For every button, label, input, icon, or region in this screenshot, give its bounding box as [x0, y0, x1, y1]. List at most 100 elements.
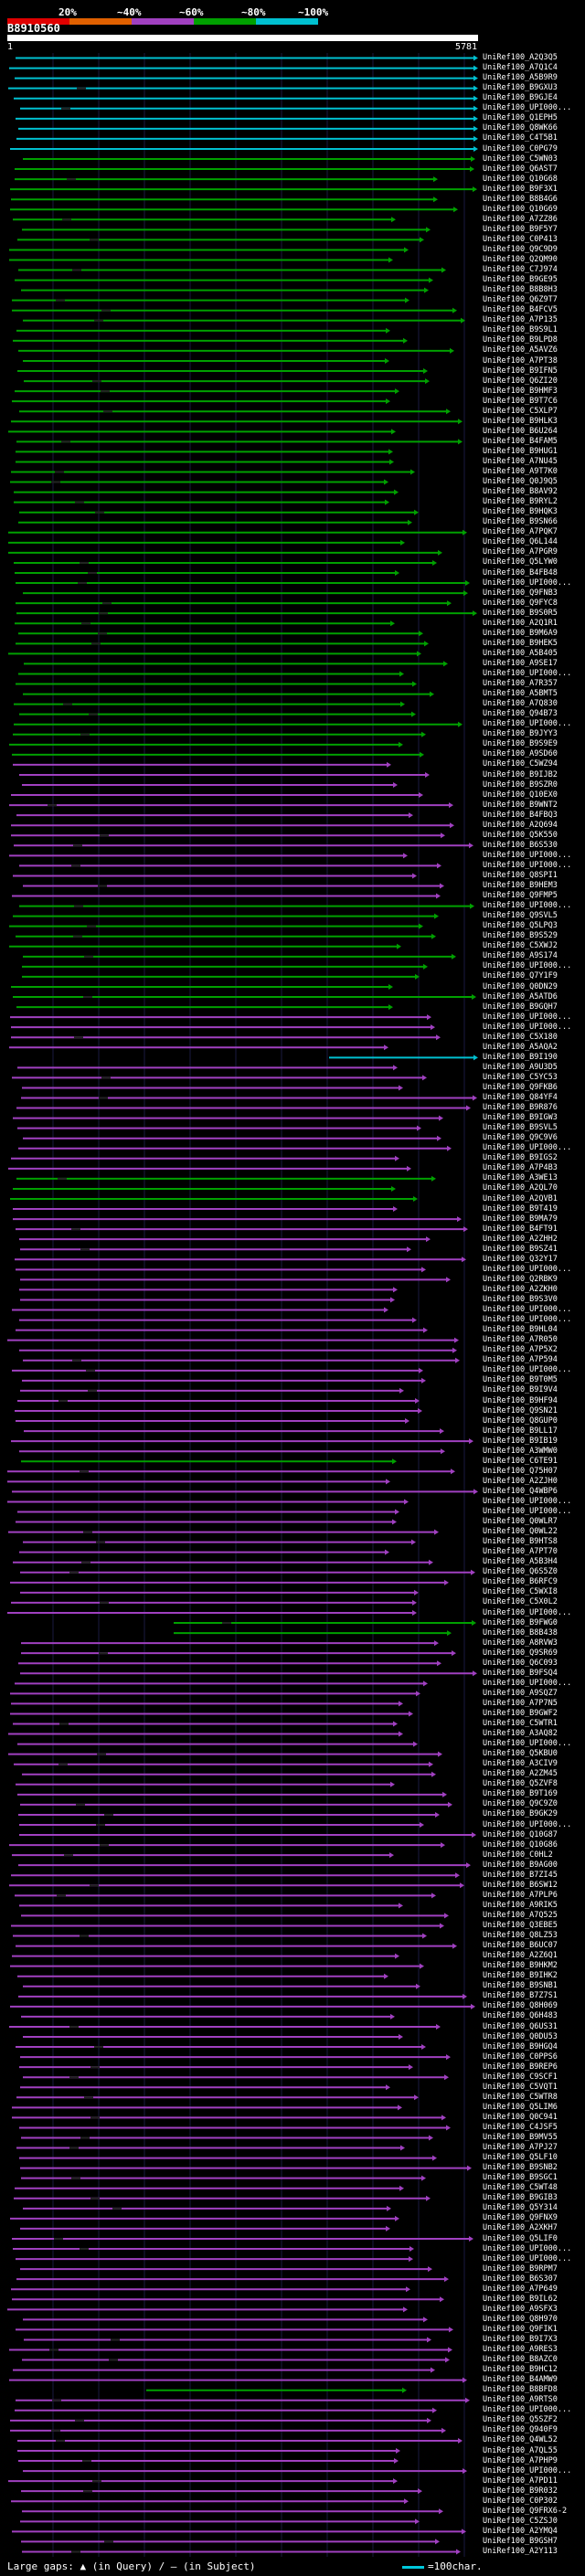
hit-label[interactable]: UniRef100_A7PT38 — [483, 355, 558, 366]
hit-label[interactable]: UniRef100_B9IHK2 — [483, 1971, 558, 1981]
hit-label[interactable]: UniRef100_C5ZSJ0 — [483, 2516, 558, 2526]
hit-label[interactable]: UniRef100_B4FCV5 — [483, 305, 558, 315]
hit-label[interactable]: UniRef100_B9MA79 — [483, 1214, 558, 1224]
hit-label[interactable]: UniRef100_B8B438 — [483, 1627, 558, 1638]
hit-label[interactable]: UniRef100_A3WMW0 — [483, 1446, 558, 1456]
hit-label[interactable]: UniRef100_Q6L144 — [483, 537, 558, 547]
hit-label[interactable]: UniRef100_C7J974 — [483, 265, 558, 274]
hit-label[interactable]: UniRef100_Q6ZI20 — [483, 376, 558, 386]
hit-label[interactable]: UniRef100_Q9SN21 — [483, 1405, 558, 1415]
hit-label[interactable]: UniRef100_A7PJ27 — [483, 2143, 558, 2152]
hit-label[interactable]: UniRef100_Q6US31 — [483, 2021, 558, 2031]
hit-label[interactable]: UniRef100_Q4WBP6 — [483, 1486, 558, 1496]
hit-label[interactable]: UniRef100_A2XKH7 — [483, 2223, 558, 2233]
hit-label[interactable]: UniRef100_A7Q525 — [483, 1910, 558, 1920]
hit-label[interactable]: UniRef100_Q5K550 — [483, 830, 558, 840]
hit-label[interactable]: UniRef100_C5WT48 — [483, 2183, 558, 2193]
hit-label[interactable]: UniRef100_A9S174 — [483, 951, 558, 961]
hit-label[interactable]: UniRef100_Q3EBE5 — [483, 1921, 558, 1930]
hit-label[interactable]: UniRef100_C5XLP7 — [483, 406, 558, 416]
hit-label[interactable]: UniRef100_Q8WK66 — [483, 123, 558, 133]
hit-label[interactable]: UniRef100_Q0WLR7 — [483, 1517, 558, 1526]
hit-label[interactable]: UniRef100_A7PD11 — [483, 2475, 558, 2486]
hit-label[interactable]: UniRef100_Q5SZF2 — [483, 2415, 558, 2425]
hit-label[interactable]: UniRef100_UPI000... — [483, 2243, 572, 2253]
hit-label[interactable]: UniRef100_B9I9V4 — [483, 1385, 558, 1395]
hit-label[interactable]: UniRef100_UPI000... — [483, 901, 572, 911]
hit-label[interactable]: UniRef100_Q9FIK1 — [483, 2324, 558, 2334]
hit-label[interactable]: UniRef100_B9GSH7 — [483, 2536, 558, 2546]
hit-label[interactable]: UniRef100_B7ZI45 — [483, 1870, 558, 1880]
hit-label[interactable]: UniRef100_A5ATD6 — [483, 991, 558, 1002]
hit-label[interactable]: UniRef100_B9IFN5 — [483, 366, 558, 376]
hit-label[interactable]: UniRef100_B6RFC9 — [483, 1577, 558, 1587]
hit-label[interactable]: UniRef100_B7Z7S1 — [483, 1991, 558, 2001]
hit-label[interactable]: UniRef100_C6TE91 — [483, 1456, 558, 1466]
hit-label[interactable]: UniRef100_A2ZM45 — [483, 1769, 558, 1779]
hit-label[interactable]: UniRef100_Q32Y17 — [483, 1254, 558, 1264]
hit-label[interactable]: UniRef100_B9GXU3 — [483, 83, 558, 93]
hit-label[interactable]: UniRef100_C5WZ94 — [483, 759, 558, 769]
hit-label[interactable]: UniRef100_B6U264 — [483, 426, 558, 436]
hit-label[interactable]: UniRef100_C5VQT1 — [483, 2082, 558, 2092]
hit-label[interactable]: UniRef100_Q0C941 — [483, 2112, 558, 2122]
hit-label[interactable]: UniRef100_UPI000... — [483, 850, 572, 860]
hit-label[interactable]: UniRef100_UPI000... — [483, 2465, 572, 2475]
hit-label[interactable]: UniRef100_B9GK29 — [483, 1809, 558, 1819]
hit-label[interactable]: UniRef100_C5X180 — [483, 1032, 558, 1042]
hit-label[interactable]: UniRef100_B9R032 — [483, 2486, 558, 2496]
hit-label[interactable]: UniRef100_B6S307 — [483, 2274, 558, 2284]
hit-label[interactable]: UniRef100_A9RTS0 — [483, 2395, 558, 2405]
hit-label[interactable]: UniRef100_B9F5Y7 — [483, 224, 558, 234]
hit-label[interactable]: UniRef100_A7P5X2 — [483, 1345, 558, 1355]
hit-label[interactable]: UniRef100_B9HC12 — [483, 2365, 558, 2375]
hit-label[interactable]: UniRef100_B9GE95 — [483, 275, 558, 285]
hit-label[interactable]: UniRef100_B9LPD8 — [483, 335, 558, 345]
hit-label[interactable]: UniRef100_B9S529 — [483, 931, 558, 941]
hit-label[interactable]: UniRef100_A9T7K0 — [483, 467, 558, 476]
hit-label[interactable]: UniRef100_B9IL62 — [483, 2294, 558, 2304]
hit-label[interactable]: UniRef100_B9S0R5 — [483, 608, 558, 618]
hit-label[interactable]: UniRef100_Q94B73 — [483, 709, 558, 719]
hit-label[interactable]: UniRef100_A7R050 — [483, 1335, 558, 1345]
hit-label[interactable]: UniRef100_B6UC07 — [483, 1941, 558, 1951]
hit-label[interactable]: UniRef100_Q5LYW0 — [483, 557, 558, 567]
hit-label[interactable]: UniRef100_A2QL70 — [483, 1183, 558, 1193]
hit-label[interactable]: UniRef100_Q940F9 — [483, 2425, 558, 2435]
hit-label[interactable]: UniRef100_A2Q3Q5 — [483, 53, 558, 62]
hit-label[interactable]: UniRef100_A7P4B3 — [483, 1163, 558, 1173]
hit-label[interactable]: UniRef100_A2Q1R1 — [483, 618, 558, 628]
hit-label[interactable]: UniRef100_B9GQH7 — [483, 1002, 558, 1012]
hit-label[interactable]: UniRef100_UPI000... — [483, 1305, 572, 1314]
hit-label[interactable]: UniRef100_Q9C9D9 — [483, 244, 558, 254]
hit-label[interactable]: UniRef100_Q8H970 — [483, 2314, 558, 2324]
hit-label[interactable]: UniRef100_UPI000... — [483, 1264, 572, 1274]
hit-label[interactable]: UniRef100_A9SQZ7 — [483, 1688, 558, 1698]
hit-label[interactable]: UniRef100_Q9SVL5 — [483, 911, 558, 921]
hit-label[interactable]: UniRef100_Q9FKB6 — [483, 1083, 558, 1092]
hit-label[interactable]: UniRef100_C9SCF1 — [483, 2072, 558, 2082]
hit-label[interactable]: UniRef100_UPI000... — [483, 1819, 572, 1829]
hit-label[interactable]: UniRef100_B9M6A9 — [483, 628, 558, 638]
hit-label[interactable]: UniRef100_Q6H483 — [483, 2011, 558, 2021]
hit-label[interactable]: UniRef100_Q7Y1F9 — [483, 971, 558, 981]
hit-label[interactable]: UniRef100_A7PHP9 — [483, 2455, 558, 2465]
hit-label[interactable]: UniRef100_A7NU45 — [483, 457, 558, 466]
hit-label[interactable]: UniRef100_B9IJB2 — [483, 769, 558, 779]
hit-label[interactable]: UniRef100_B6S530 — [483, 840, 558, 850]
hit-label[interactable]: UniRef100_C4JSF5 — [483, 2122, 558, 2132]
hit-label[interactable]: UniRef100_C0P302 — [483, 2496, 558, 2506]
hit-label[interactable]: UniRef100_B9HL04 — [483, 1325, 558, 1335]
hit-label[interactable]: UniRef100_A7PQK7 — [483, 527, 558, 537]
hit-label[interactable]: UniRef100_Q5KBU0 — [483, 1749, 558, 1759]
hit-label[interactable]: UniRef100_B9HKM2 — [483, 1961, 558, 1971]
hit-label[interactable]: UniRef100_B9REP6 — [483, 2062, 558, 2072]
hit-label[interactable]: UniRef100_B9LL17 — [483, 1426, 558, 1436]
hit-label[interactable]: UniRef100_Q9SR69 — [483, 1648, 558, 1658]
hit-label[interactable]: UniRef100_UPI000... — [483, 860, 572, 870]
hit-label[interactable]: UniRef100_B9HTS8 — [483, 1537, 558, 1547]
hit-label[interactable]: UniRef100_B9SN66 — [483, 517, 558, 527]
hit-label[interactable]: UniRef100_Q10G69 — [483, 204, 558, 214]
hit-label[interactable]: UniRef100_A2YMQ4 — [483, 2526, 558, 2536]
hit-label[interactable]: UniRef100_B9AG00 — [483, 1860, 558, 1870]
